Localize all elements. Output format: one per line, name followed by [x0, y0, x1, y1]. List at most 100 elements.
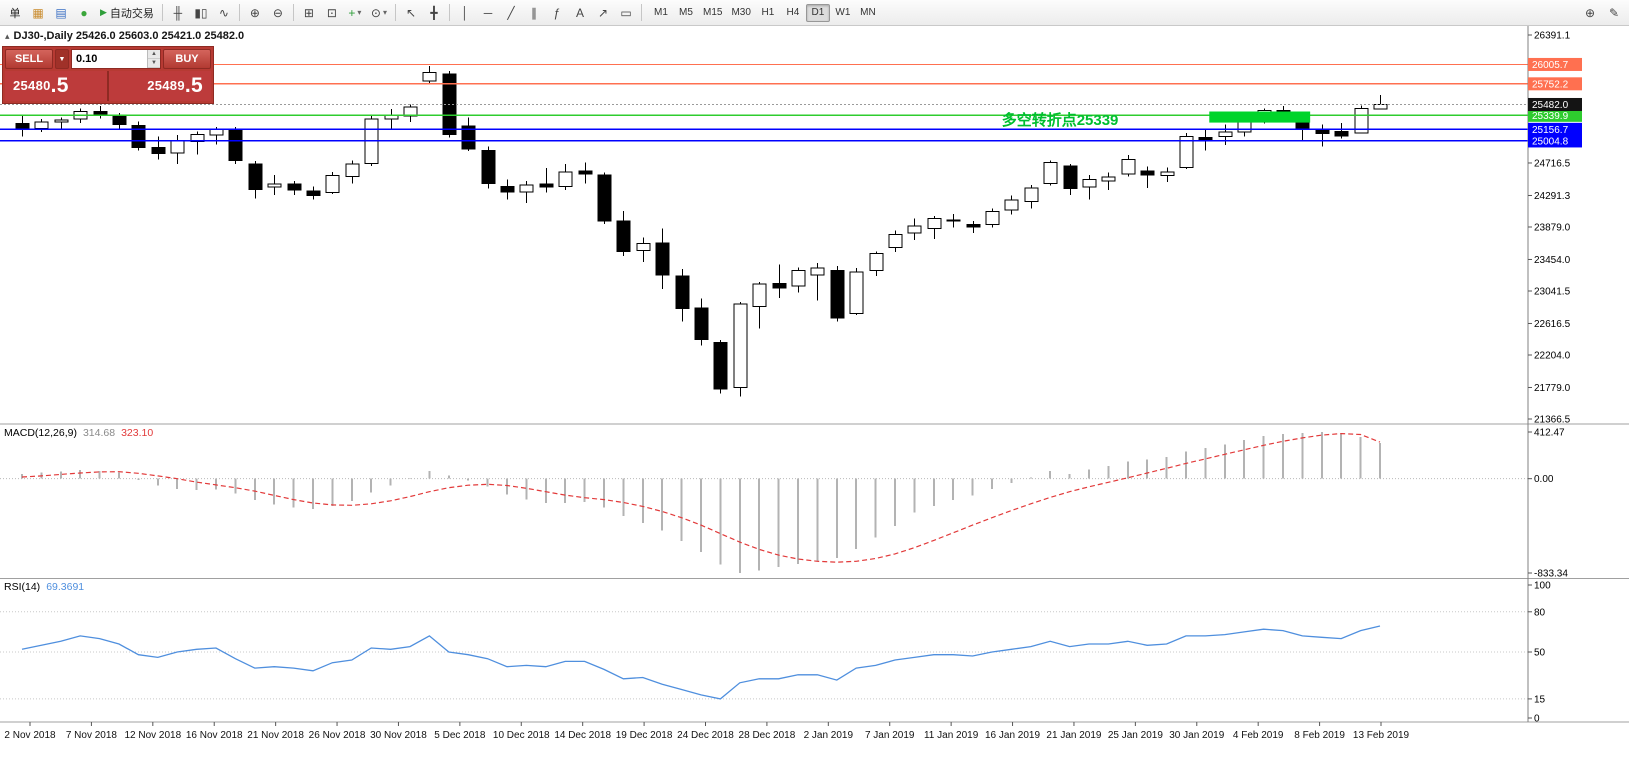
order-type-dropdown-button[interactable]: ▼	[55, 49, 69, 69]
toolbar-buttons: 单 ▦ ▤ ● ▶ 自动交易 ╫ ▮▯ ∿ ⊕ ⊖ ⊞ ⊡ + ▾ ⊙ ▾ ↖ ╋ │ ─ ╱ ∥ ƒ A ↗ ▭	[4, 3, 645, 23]
rsi-label: RSI(14) 69.3691	[4, 581, 84, 593]
horizontal-line-icon[interactable]: ─	[477, 3, 499, 23]
rsi-scale-label: 0	[1534, 714, 1540, 725]
hline-price-badge-label: 25156.7	[1532, 125, 1569, 136]
hline-price-badge	[1528, 57, 1582, 71]
edit-icon[interactable]: ✎	[1603, 3, 1625, 23]
cursor-icon[interactable]: ↖	[400, 3, 422, 23]
candlestick-chart-icon[interactable]: ▮▯	[190, 3, 212, 23]
date-label: 28 Dec 2018	[739, 730, 796, 741]
date-label: 10 Dec 2018	[493, 730, 550, 741]
text-label-icon[interactable]: A	[569, 3, 591, 23]
timeframe-m15[interactable]: M15	[699, 4, 726, 22]
hline-price-badge	[1528, 134, 1582, 148]
zoom-in-icon[interactable]: ⊕	[244, 3, 266, 23]
volume-input[interactable]	[72, 50, 147, 68]
rsi-scale-label: 50	[1534, 648, 1546, 659]
crosshair-icon[interactable]: ╋	[423, 3, 445, 23]
dropdown-arrow-icon: ▾	[382, 8, 387, 17]
hline-objects[interactable]	[0, 63, 1528, 142]
macd-panel: MACD(12,26,9) 314.68 323.10	[0, 427, 1528, 573]
price-scale-label: 23879.0	[1534, 222, 1571, 233]
rsi-panel: RSI(14) 69.3691	[0, 581, 1528, 700]
date-label: 2 Nov 2018	[4, 730, 56, 741]
sell-price-main: 25480	[13, 78, 51, 93]
channel-icon[interactable]: ∥	[523, 3, 545, 23]
chart-symbol-ohlc: ▴ DJ30-,Daily 25426.0 25603.0 25421.0 25…	[5, 30, 244, 42]
timeframe-h4[interactable]: H4	[781, 4, 805, 22]
highlight-rectangle-object[interactable]	[1209, 111, 1311, 123]
timeframe-m30[interactable]: M30	[727, 4, 754, 22]
timeframe-h1[interactable]: H1	[756, 4, 780, 22]
date-label: 21 Nov 2018	[247, 730, 304, 741]
timeframe-mn[interactable]: MN	[856, 4, 880, 22]
autotrading-icon: ▶	[100, 7, 107, 17]
periods-icon[interactable]: ⊙ ▾	[367, 3, 391, 23]
shapes-icon[interactable]: ▭	[615, 3, 637, 23]
fibonacci-icon[interactable]: ƒ	[546, 3, 568, 23]
volume-up-button[interactable]: ▲	[148, 50, 160, 59]
price-scale[interactable]: 26391.1 24716.5 24291.3 23879.0 23454.0 23041…	[1528, 31, 1571, 725]
hline-price-badge	[1528, 97, 1582, 111]
timeframe-m1[interactable]: M1	[649, 4, 673, 22]
main-toolbar: 单 ▦ ▤ ● ▶ 自动交易 ╫ ▮▯ ∿ ⊕ ⊖ ⊞ ⊡ + ▾ ⊙ ▾ ↖ ╋ │ ─ ╱ ∥ ƒ A ↗ ▭ M1 M5 M15 M…	[0, 0, 1629, 26]
hline-price-badge	[1528, 122, 1582, 136]
profiles-icon[interactable]: ▤	[50, 3, 72, 23]
date-label: 7 Nov 2018	[66, 730, 118, 741]
zoom-out-icon[interactable]: ⊖	[267, 3, 289, 23]
timeframe-buttons: M1 M5 M15 M30 H1 H4 D1 W1 MN	[649, 3, 880, 22]
date-label: 7 Jan 2019	[865, 730, 915, 741]
price-scale-label: 23041.5	[1534, 286, 1571, 297]
line-chart-icon[interactable]: ∿	[213, 3, 235, 23]
macd-scale-label: 0.00	[1534, 474, 1554, 485]
new-order-button[interactable]: 单	[4, 3, 26, 23]
sell-price[interactable]: 25480.5	[13, 75, 69, 96]
price-scale-label: 22204.0	[1534, 350, 1571, 361]
arrow-tool-icon[interactable]: ↗	[592, 3, 614, 23]
auto-arrange-icon[interactable]: ⊡	[321, 3, 343, 23]
toolbar-separator	[395, 4, 396, 21]
date-label: 5 Dec 2018	[434, 730, 486, 741]
toolbar-separator	[161, 4, 163, 21]
rsi-scale-label: 15	[1534, 694, 1546, 705]
timeframe-d1[interactable]: D1	[805, 3, 830, 22]
date-label: 14 Dec 2018	[554, 730, 611, 741]
price-scale-label: 21366.5	[1534, 415, 1571, 426]
date-label: 2 Jan 2019	[804, 730, 854, 741]
trade-panel-prices: 25480.5 25489.5	[5, 71, 211, 101]
buy-price[interactable]: 25489.5	[147, 74, 203, 97]
rsi-scale-label: 100	[1534, 581, 1551, 592]
date-label: 30 Nov 2018	[370, 730, 427, 741]
buy-price-frac: .5	[184, 74, 203, 97]
dropdown-arrow-icon: ▾	[357, 8, 362, 17]
search-icon[interactable]: ⊕	[1579, 3, 1601, 23]
hline-price-badge-label: 25004.8	[1532, 136, 1569, 147]
toolbar-right-buttons: ⊕ ✎	[1579, 3, 1625, 23]
price-scale-label: 22616.5	[1534, 319, 1571, 330]
price-chart-canvas[interactable]: 多空转折点25339 MACD(12,26,9) 314.68 323.10 RSI(1…	[0, 26, 1629, 773]
hline-price-badge-label: 26005.7	[1532, 60, 1569, 71]
timeframe-w1[interactable]: W1	[831, 4, 855, 22]
toolbar-separator	[238, 4, 240, 21]
indicators-icon[interactable]: + ▾	[344, 3, 366, 23]
timeframe-m5[interactable]: M5	[674, 4, 698, 22]
buy-price-main: 25489	[147, 78, 185, 93]
date-label: 12 Nov 2018	[124, 730, 181, 741]
macd-label: MACD(12,26,9) 314.68 323.10	[4, 427, 153, 439]
vertical-line-icon[interactable]: │	[454, 3, 476, 23]
sell-button[interactable]: SELL	[5, 49, 53, 69]
panel-toggle-icon[interactable]: ▴	[5, 30, 10, 41]
alerts-icon[interactable]: ●	[73, 3, 95, 23]
chart-text-annotation[interactable]: 多空转折点25339	[1002, 111, 1119, 129]
tile-windows-icon[interactable]: ⊞	[298, 3, 320, 23]
autotrading-button[interactable]: ▶ 自动交易	[96, 3, 158, 23]
trendline-icon[interactable]: ╱	[500, 3, 522, 23]
panel-frames	[0, 26, 1629, 723]
new-chart-icon[interactable]: ▦	[27, 3, 49, 23]
date-label: 25 Jan 2019	[1108, 730, 1163, 741]
bar-chart-icon[interactable]: ╫	[167, 3, 189, 23]
time-scale[interactable]: 2 Nov 2018 7 Nov 2018 12 Nov 2018 16 Nov 20…	[4, 722, 1410, 741]
buy-button[interactable]: BUY	[163, 49, 211, 69]
volume-down-button[interactable]: ▼	[148, 59, 160, 68]
